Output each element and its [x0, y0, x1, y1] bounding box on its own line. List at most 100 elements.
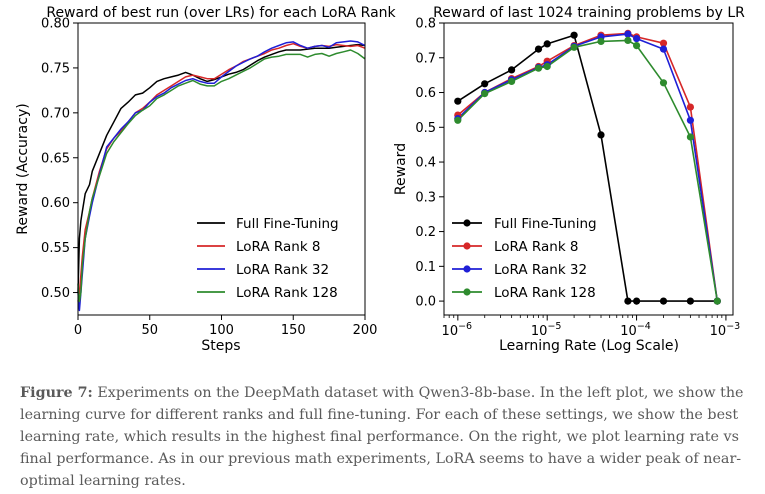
- x-tick-label: 10−4: [620, 321, 651, 339]
- data-point-lora-rank-8: [659, 39, 668, 47]
- data-point-full-fine-tuning: [543, 40, 551, 48]
- y-tick-label: 0.1: [415, 260, 436, 275]
- y-tick-label: 0.5: [415, 121, 436, 136]
- y-tick-label: 0.60: [41, 196, 70, 211]
- data-point-lora-rank-128: [481, 90, 489, 98]
- data-point-full-fine-tuning: [633, 297, 641, 305]
- chart-right-x-ticks: 10−6 10−5 10−4 10−3: [442, 315, 741, 339]
- data-point-lora-rank-128: [713, 297, 721, 305]
- figure: Reward of best run (over LRs) for each L…: [15, 5, 745, 354]
- x-tick-label: 10−6: [442, 321, 473, 339]
- chart-right-y-ticks: 0.0 0.1 0.2 0.3 0.4 0.5 0.6 0.7 0.8: [415, 17, 444, 310]
- chart-left-title: Reward of best run (over LRs) for each L…: [46, 5, 396, 21]
- data-point-lora-rank-128: [543, 62, 551, 71]
- data-point-full-fine-tuning: [659, 297, 668, 305]
- figure-caption-label: Figure 7:: [20, 385, 93, 401]
- legend-entry-lora-rank-32: LoRA Rank 32: [197, 262, 329, 278]
- legend-label-full-fine-tuning: Full Fine-Tuning: [494, 216, 597, 232]
- legend-entry-full-fine-tuning: Full Fine-Tuning: [452, 216, 597, 232]
- data-point-full-fine-tuning: [508, 66, 516, 74]
- data-point-full-fine-tuning: [481, 80, 489, 88]
- series-line-lora-rank-32: [77, 40, 366, 312]
- data-point-lora-rank-128: [659, 79, 668, 87]
- x-tick-label: 0: [74, 323, 82, 338]
- series-line-lora-rank-8: [457, 32, 719, 302]
- chart-right-ylabel: Reward: [393, 143, 409, 195]
- chart-right-xlabel: Learning Rate (Log Scale): [499, 338, 679, 354]
- x-tick-label: 100: [209, 323, 234, 338]
- data-point-full-fine-tuning: [454, 97, 462, 105]
- legend-entry-lora-rank-128: LoRA Rank 128: [452, 285, 596, 301]
- chart-right-axes-frame: [443, 22, 734, 316]
- chart-left-xlabel: Steps: [201, 338, 240, 354]
- data-point-lora-rank-128: [508, 77, 516, 85]
- chart-left-y-ticks: 0.50 0.55 0.60 0.65 0.70 0.75 0.80: [41, 17, 78, 301]
- series-line-full-fine-tuning: [77, 43, 366, 293]
- legend-label-lora-rank-32: LoRA Rank 32: [494, 262, 587, 278]
- y-tick-label: 0.65: [41, 151, 70, 166]
- x-tick-label: 200: [353, 323, 378, 338]
- data-point-lora-rank-8: [686, 103, 695, 111]
- chart-right-series-markers: [454, 29, 721, 305]
- data-point-lora-rank-32: [624, 30, 632, 38]
- data-point-lora-rank-128: [624, 36, 632, 45]
- legend-label-lora-rank-8: LoRA Rank 8: [236, 239, 321, 255]
- chart-left-series-lines: [77, 40, 366, 312]
- chart-left-learning-curves: Reward of best run (over LRs) for each L…: [15, 5, 397, 354]
- x-tick-label: 10−3: [710, 321, 741, 339]
- legend-label-lora-rank-8: LoRA Rank 8: [494, 239, 579, 255]
- legend-label-lora-rank-32: LoRA Rank 32: [236, 262, 329, 278]
- x-tick-label: 150: [281, 323, 306, 338]
- y-tick-label: 0.50: [41, 286, 70, 301]
- figure-caption: Figure 7: Experiments on the DeepMath da…: [20, 382, 750, 492]
- y-tick-label: 0.80: [41, 17, 70, 32]
- figure-caption-text: Experiments on the DeepMath dataset with…: [20, 385, 744, 489]
- series-line-lora-rank-128: [77, 49, 366, 303]
- data-point-lora-rank-32: [686, 116, 695, 124]
- legend-entry-full-fine-tuning: Full Fine-Tuning: [197, 216, 339, 232]
- legend-marker-lora-rank-32: [463, 265, 471, 273]
- series-line-lora-rank-32: [457, 33, 719, 302]
- legend-marker-full-fine-tuning: [463, 219, 471, 227]
- y-tick-label: 0.0: [415, 295, 436, 310]
- series-line-full-fine-tuning: [457, 34, 718, 302]
- y-tick-label: 0.70: [41, 106, 70, 121]
- data-point-lora-rank-128: [597, 37, 605, 46]
- chart-left-legend: Full Fine-Tuning LoRA Rank 8 LoRA Rank 3…: [197, 216, 339, 301]
- series-line-lora-rank-128: [457, 39, 719, 302]
- y-tick-label: 0.2: [415, 225, 436, 240]
- chart-right-lr-sweep: Reward of last 1024 training problems by…: [393, 5, 745, 354]
- legend-marker-lora-rank-128: [463, 288, 471, 296]
- legend-entry-lora-rank-8: LoRA Rank 8: [197, 239, 321, 255]
- legend-entry-lora-rank-128: LoRA Rank 128: [197, 285, 338, 301]
- y-tick-label: 0.3: [415, 190, 436, 205]
- x-tick-label: 10−5: [531, 321, 562, 339]
- legend-entry-lora-rank-8: LoRA Rank 8: [452, 239, 579, 255]
- chart-right-series-lines: [457, 32, 719, 302]
- y-tick-label: 0.75: [41, 61, 70, 76]
- data-point-lora-rank-128: [534, 64, 543, 72]
- data-point-full-fine-tuning: [534, 45, 543, 53]
- data-point-full-fine-tuning: [597, 131, 605, 139]
- legend-label-lora-rank-128: LoRA Rank 128: [494, 285, 596, 301]
- data-point-lora-rank-128: [633, 42, 641, 50]
- legend-label-full-fine-tuning: Full Fine-Tuning: [236, 216, 339, 232]
- y-tick-label: 0.4: [415, 156, 436, 171]
- chart-right-legend: Full Fine-Tuning LoRA Rank 8 LoRA Rank 3…: [452, 216, 597, 301]
- data-point-lora-rank-32: [659, 45, 668, 53]
- chart-right-title: Reward of last 1024 training problems by…: [433, 5, 745, 21]
- data-point-full-fine-tuning: [570, 31, 578, 39]
- data-point-lora-rank-128: [454, 116, 462, 124]
- data-point-full-fine-tuning: [624, 297, 632, 305]
- y-tick-label: 0.8: [415, 17, 436, 32]
- legend-label-lora-rank-128: LoRA Rank 128: [236, 285, 338, 301]
- chart-left-ylabel: Reward (Accuracy): [15, 103, 31, 234]
- y-tick-label: 0.6: [415, 86, 436, 101]
- y-tick-label: 0.55: [41, 241, 70, 256]
- data-point-lora-rank-128: [686, 133, 695, 141]
- y-tick-label: 0.7: [415, 51, 436, 66]
- data-point-lora-rank-32: [633, 35, 641, 43]
- legend-marker-lora-rank-8: [463, 242, 471, 250]
- data-point-full-fine-tuning: [686, 297, 695, 305]
- legend-entry-lora-rank-32: LoRA Rank 32: [452, 262, 587, 278]
